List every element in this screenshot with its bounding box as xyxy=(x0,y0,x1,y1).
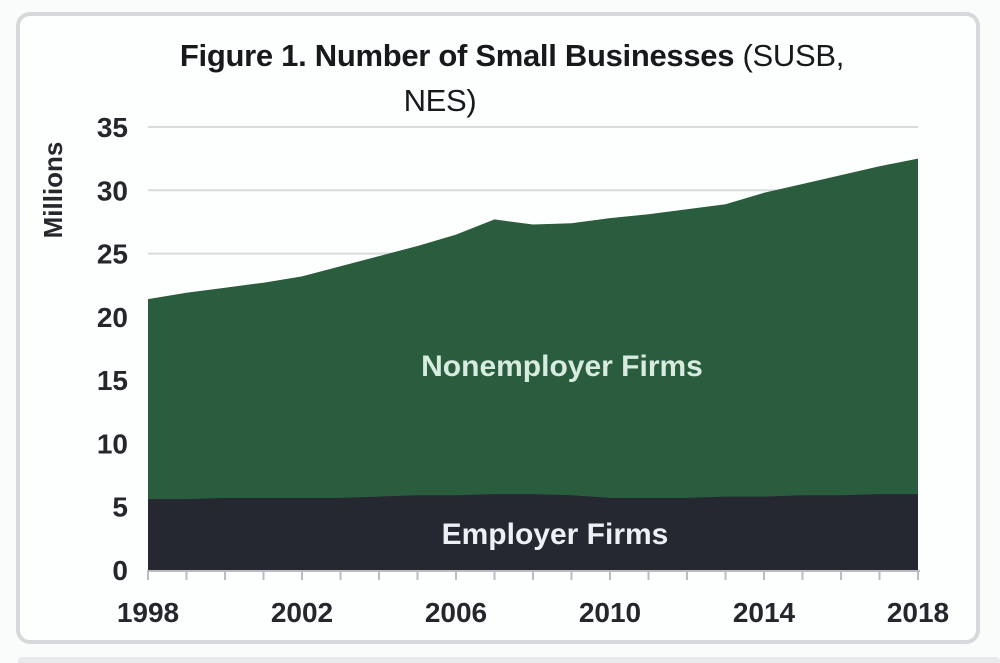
y-tick-label: 25 xyxy=(97,239,128,270)
series-label-nonemployer-firms: Nonemployer Firms xyxy=(421,350,703,383)
figure-title: Figure 1. Number of Small Businesses (SU… xyxy=(24,33,1000,123)
figure-title-main: Figure 1. Number of Small Businesses xyxy=(179,38,735,73)
x-tick-label: 1998 xyxy=(117,597,179,628)
figure-title-line2: NES) xyxy=(403,83,477,118)
y-tick-label: 10 xyxy=(97,428,128,459)
next-card-edge xyxy=(18,657,1000,663)
series-label-employer-firms: Employer Firms xyxy=(442,518,669,551)
figure-title-suffix: (SUSB, xyxy=(742,38,845,73)
y-tick-label: 35 xyxy=(97,112,128,143)
y-tick-label: 20 xyxy=(97,302,128,333)
y-tick-label: 15 xyxy=(97,365,128,396)
figure-title-line1: Figure 1. Number of Small Businesses (SU… xyxy=(24,33,1000,78)
y-tick-label: 30 xyxy=(97,175,128,206)
x-tick-label: 2018 xyxy=(887,597,949,628)
y-tick-label: 0 xyxy=(112,555,128,586)
x-tick-label: 2014 xyxy=(733,597,796,628)
area-employer-firms xyxy=(148,494,918,570)
area-nonemployer-firms xyxy=(148,158,918,570)
y-axis-title: Millions xyxy=(38,142,68,239)
y-tick-label: 5 xyxy=(112,492,128,523)
x-tick-label: 2006 xyxy=(425,597,487,628)
x-tick-label: 2010 xyxy=(579,597,641,628)
x-tick-label: 2002 xyxy=(271,597,333,628)
